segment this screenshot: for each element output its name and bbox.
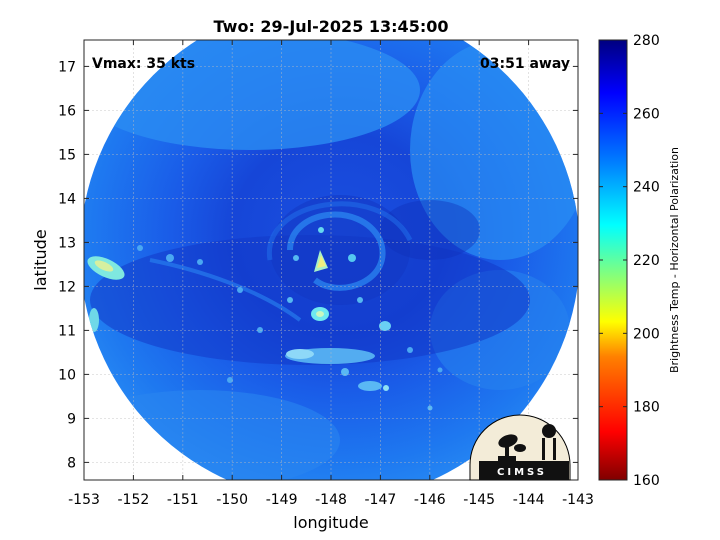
colorbar-tick-label: 240 xyxy=(633,180,660,196)
away-label: 03:51 away xyxy=(480,56,570,72)
x-tick-label: -145 xyxy=(463,492,495,508)
colorbar-tick-label: 180 xyxy=(633,400,660,416)
y-tick-label: 14 xyxy=(58,191,76,207)
colorbar-tick-label: 280 xyxy=(633,33,660,49)
x-tick-label: -143 xyxy=(562,492,594,508)
x-axis-label: longitude xyxy=(293,513,368,532)
colorbar-ticks: 160 180 200 220 240 260 280 xyxy=(599,33,660,489)
y-tick-label: 12 xyxy=(58,279,76,295)
grid-lines xyxy=(84,40,578,480)
x-tick-label: -148 xyxy=(315,492,347,508)
y-tick-label: 11 xyxy=(58,323,76,339)
colorbar xyxy=(598,39,628,481)
y-tick-label: 13 xyxy=(58,235,76,251)
colorbar-tick-label: 160 xyxy=(633,473,660,489)
x-tick-label: -153 xyxy=(68,492,100,508)
y-tick-label: 17 xyxy=(58,59,76,75)
y-tick-label: 15 xyxy=(58,147,76,163)
y-tick-label: 10 xyxy=(58,367,76,383)
x-tick-label: -152 xyxy=(118,492,150,508)
x-tick-label: -150 xyxy=(216,492,248,508)
x-tick-label: -146 xyxy=(414,492,446,508)
colorbar-tick-label: 260 xyxy=(633,106,660,122)
cimss-logo: CIMSS xyxy=(469,414,571,481)
y-tick-label: 8 xyxy=(67,455,76,471)
x-tick-label: -149 xyxy=(266,492,298,508)
chart-title: Two: 29-Jul-2025 13:45:00 xyxy=(214,17,449,36)
x-tick-label: -147 xyxy=(365,492,397,508)
x-tick-label: -151 xyxy=(167,492,199,508)
y-axis: 8 9 10 11 12 13 14 15 16 17 xyxy=(58,59,578,471)
colorbar-tick-label: 200 xyxy=(633,326,660,342)
colorbar-tick-label: 220 xyxy=(633,253,660,269)
y-tick-label: 16 xyxy=(58,103,76,119)
x-tick-label: -144 xyxy=(513,492,545,508)
svg-text:CIMSS: CIMSS xyxy=(497,467,547,478)
colorbar-label: Brightness Temp - Horizontal Polarizatio… xyxy=(668,147,681,373)
y-axis-label: latitude xyxy=(31,229,50,290)
x-axis: -153 -152 -151 -150 -149 -148 -147 -146 -145 -144… xyxy=(68,40,594,508)
vmax-label: Vmax: 35 kts xyxy=(92,56,195,72)
y-tick-label: 9 xyxy=(67,411,76,427)
